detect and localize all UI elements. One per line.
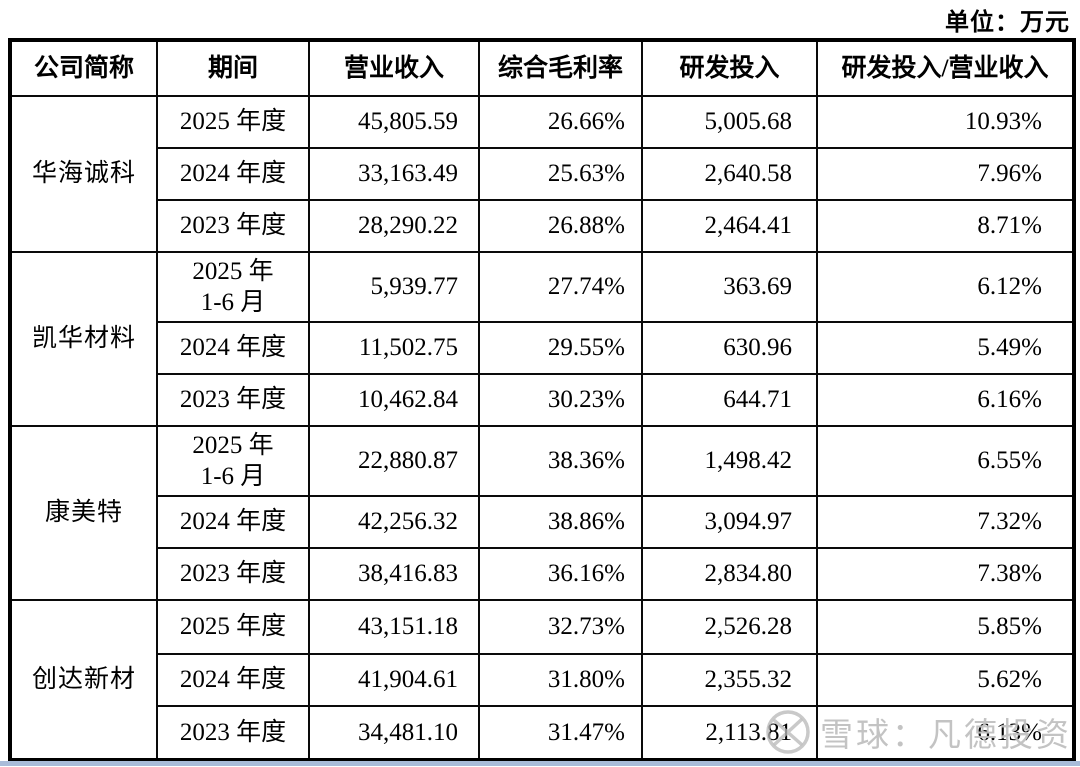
table-row: 2023 年度 38,416.83 36.16% 2,834.80 7.38% (10, 547, 1075, 601)
table-row: 2024 年度 42,256.32 38.86% 3,094.97 7.32% (10, 495, 1075, 549)
revenue-cell: 28,290.22 (308, 199, 480, 253)
period-cell: 2024 年度 (156, 147, 310, 201)
table-row: 康美特 2025 年 1-6 月 22,880.87 38.36% 1,498.… (9, 425, 1075, 601)
period-cell: 2023 年度 (156, 199, 310, 253)
company-name: 凯华材料 (9, 251, 158, 427)
revenue-cell: 42,256.32 (308, 495, 480, 549)
revenue-cell: 38,416.83 (308, 547, 480, 601)
rd-ratio-cell: 6.13% (816, 705, 1075, 761)
period-cell: 2025 年度 (156, 95, 310, 149)
gross-margin-cell: 36.16% (478, 547, 643, 601)
bottom-edge-strip (0, 761, 1080, 766)
rd-ratio-cell: 6.12% (816, 251, 1075, 323)
table-row: 2023 年度 10,462.84 30.23% 644.71 6.16% (10, 373, 1075, 427)
period-cell: 2024 年度 (156, 321, 310, 375)
header-period: 期间 (156, 39, 310, 97)
table-row: 2024 年度 33,163.49 25.63% 2,640.58 7.96% (10, 147, 1075, 201)
table-row: 2024 年度 11,502.75 29.55% 630.96 5.49% (10, 321, 1075, 375)
period-cell: 2025 年 1-6 月 (156, 251, 310, 323)
rd-ratio-cell: 5.49% (816, 321, 1075, 375)
rd-cell: 363.69 (641, 251, 818, 323)
gross-margin-cell: 26.88% (478, 199, 643, 253)
company-name: 康美特 (9, 425, 158, 601)
rd-ratio-cell: 5.62% (816, 653, 1075, 707)
rd-cell: 644.71 (641, 373, 818, 427)
period-cell: 2025 年 1-6 月 (156, 425, 310, 497)
rd-ratio-cell: 10.93% (816, 95, 1075, 149)
rd-ratio-cell: 6.16% (816, 373, 1075, 427)
revenue-cell: 11,502.75 (308, 321, 480, 375)
gross-margin-cell: 26.66% (478, 95, 643, 149)
revenue-cell: 10,462.84 (308, 373, 480, 427)
revenue-cell: 43,151.18 (308, 599, 480, 655)
revenue-cell: 41,904.61 (308, 653, 480, 707)
rd-cell: 2,113.81 (641, 705, 818, 761)
table-row: 2024 年度 41,904.61 31.80% 2,355.32 5.62% (10, 653, 1075, 707)
rd-cell: 5,005.68 (641, 95, 818, 149)
rd-cell: 2,526.28 (641, 599, 818, 655)
gross-margin-cell: 30.23% (478, 373, 643, 427)
period-cell: 2024 年度 (156, 495, 310, 549)
table-row: 2023 年度 28,290.22 26.88% 2,464.41 8.71% (10, 199, 1075, 253)
header-company: 公司简称 (9, 39, 158, 97)
rd-ratio-cell: 7.96% (816, 147, 1075, 201)
table-row: 2023 年度 34,481.10 31.47% 2,113.81 6.13% (10, 705, 1075, 761)
rd-ratio-cell: 5.85% (816, 599, 1075, 655)
gross-margin-cell: 25.63% (478, 147, 643, 201)
period-cell: 2023 年度 (156, 373, 310, 427)
period-cell: 2025 年度 (156, 599, 310, 655)
gross-margin-cell: 38.36% (478, 425, 643, 497)
header-rd-investment: 研发投入 (641, 39, 818, 97)
header-revenue: 营业收入 (308, 39, 480, 97)
table-row: 凯华材料 2025 年 1-6 月 5,939.77 27.74% 363.69… (9, 251, 1075, 427)
header-gross-margin: 综合毛利率 (478, 39, 643, 97)
revenue-cell: 34,481.10 (308, 705, 480, 761)
rd-ratio-cell: 8.71% (816, 199, 1075, 253)
rd-ratio-cell: 7.32% (816, 495, 1075, 549)
period-cell: 2023 年度 (156, 705, 310, 761)
revenue-cell: 5,939.77 (308, 251, 480, 323)
gross-margin-cell: 38.86% (478, 495, 643, 549)
rd-comparison-table: 公司简称 期间 营业收入 综合毛利率 研发投入 研发投入/营业收入 华海诚科 2… (8, 38, 1076, 762)
table-header-row: 公司简称 期间 营业收入 综合毛利率 研发投入 研发投入/营业收入 (9, 39, 1075, 97)
rd-cell: 2,834.80 (641, 547, 818, 601)
header-rd-ratio: 研发投入/营业收入 (816, 39, 1075, 97)
table-row: 华海诚科 2025 年度 45,805.59 26.66% 5,005.68 1… (9, 95, 1075, 253)
revenue-cell: 22,880.87 (308, 425, 480, 497)
period-cell: 2024 年度 (156, 653, 310, 707)
rd-cell: 2,464.41 (641, 199, 818, 253)
company-name: 创达新材 (9, 599, 158, 761)
rd-cell: 3,094.97 (641, 495, 818, 549)
company-name: 华海诚科 (9, 95, 158, 253)
revenue-cell: 33,163.49 (308, 147, 480, 201)
gross-margin-cell: 27.74% (478, 251, 643, 323)
table-row: 创达新材 2025 年度 43,151.18 32.73% 2,526.28 5… (9, 599, 1075, 761)
rd-ratio-cell: 6.55% (816, 425, 1075, 497)
gross-margin-cell: 31.80% (478, 653, 643, 707)
rd-cell: 1,498.42 (641, 425, 818, 497)
revenue-cell: 45,805.59 (308, 95, 480, 149)
unit-label: 单位：万元 (945, 10, 1070, 36)
gross-margin-cell: 32.73% (478, 599, 643, 655)
rd-cell: 2,640.58 (641, 147, 818, 201)
rd-cell: 2,355.32 (641, 653, 818, 707)
rd-ratio-cell: 7.38% (816, 547, 1075, 601)
period-cell: 2023 年度 (156, 547, 310, 601)
gross-margin-cell: 31.47% (478, 705, 643, 761)
gross-margin-cell: 29.55% (478, 321, 643, 375)
rd-cell: 630.96 (641, 321, 818, 375)
